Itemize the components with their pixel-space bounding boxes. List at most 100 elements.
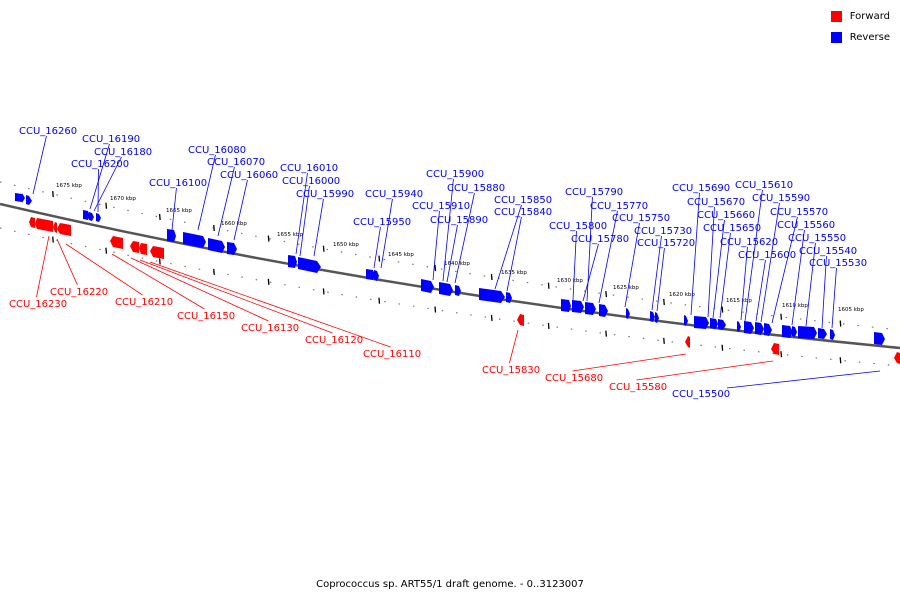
gene-glyph[interactable] bbox=[167, 229, 176, 242]
gene-label[interactable]: CCU_16210 bbox=[115, 297, 173, 308]
gene-label[interactable]: CCU_15560 bbox=[777, 220, 835, 231]
gene-glyph[interactable] bbox=[130, 241, 139, 253]
gene-glyph[interactable] bbox=[718, 319, 726, 330]
gene-label[interactable]: CCU_15780 bbox=[571, 234, 629, 245]
gene-label[interactable]: CCU_15600 bbox=[738, 250, 796, 261]
gene-label[interactable]: CCU_15840 bbox=[494, 207, 552, 218]
gene-label[interactable]: CCU_16200 bbox=[71, 159, 129, 170]
gene-glyph[interactable] bbox=[771, 343, 779, 355]
gene-label[interactable]: CCU_15580 bbox=[609, 382, 667, 393]
gene-glyph[interactable] bbox=[685, 336, 690, 348]
gene-glyph[interactable] bbox=[874, 332, 885, 345]
gene-label[interactable]: CCU_16070 bbox=[207, 157, 265, 168]
gene-glyph[interactable] bbox=[366, 269, 375, 280]
gene-glyph[interactable] bbox=[650, 311, 655, 322]
gene-glyph[interactable] bbox=[684, 315, 688, 326]
gene-glyph[interactable] bbox=[585, 302, 596, 315]
gene-label[interactable]: CCU_15880 bbox=[447, 183, 505, 194]
gene-label[interactable]: CCU_16120 bbox=[305, 335, 363, 346]
gene-glyph[interactable] bbox=[792, 326, 797, 337]
gene-label[interactable]: CCU_16180 bbox=[94, 147, 152, 158]
gene-label[interactable]: CCU_15500 bbox=[672, 389, 730, 400]
gene-glyph[interactable] bbox=[374, 270, 379, 281]
gene-glyph[interactable] bbox=[517, 314, 524, 326]
gene-glyph[interactable] bbox=[35, 218, 53, 232]
gene-glyph[interactable] bbox=[89, 212, 94, 221]
gene-label[interactable]: CCU_15800 bbox=[549, 221, 607, 232]
gene-label[interactable]: CCU_15620 bbox=[720, 237, 778, 248]
gene-glyph[interactable] bbox=[57, 223, 71, 236]
gene-label[interactable]: CCU_15950 bbox=[353, 217, 411, 228]
gene-label[interactable]: CCU_16100 bbox=[149, 178, 207, 189]
gene-label[interactable]: CCU_15830 bbox=[482, 365, 540, 376]
gene-label[interactable]: CCU_16130 bbox=[241, 323, 299, 334]
gene-label[interactable]: CCU_15730 bbox=[634, 226, 692, 237]
gene-glyph[interactable] bbox=[227, 242, 237, 255]
gene-glyph[interactable] bbox=[26, 195, 32, 205]
gene-label[interactable]: CCU_15550 bbox=[788, 233, 846, 244]
gene-glyph[interactable] bbox=[421, 279, 434, 293]
gene-glyph[interactable] bbox=[599, 304, 608, 317]
gene-label[interactable]: CCU_15690 bbox=[672, 183, 730, 194]
gene-label[interactable]: CCU_15590 bbox=[752, 193, 810, 204]
gene-label[interactable]: CCU_16190 bbox=[82, 134, 140, 145]
gene-glyph[interactable] bbox=[53, 222, 57, 233]
gene-label[interactable]: CCU_15530 bbox=[809, 258, 867, 269]
gene-glyph[interactable] bbox=[479, 288, 505, 303]
gene-glyph[interactable] bbox=[96, 213, 101, 222]
gene-glyph[interactable] bbox=[764, 323, 772, 336]
gene-glyph[interactable] bbox=[737, 321, 741, 332]
gene-label[interactable]: CCU_15850 bbox=[494, 195, 552, 206]
gene-label[interactable]: CCU_16220 bbox=[50, 287, 108, 298]
gene-glyph[interactable] bbox=[439, 282, 453, 296]
gene-label[interactable]: CCU_16150 bbox=[177, 311, 235, 322]
gene-label[interactable]: CCU_15650 bbox=[703, 223, 761, 234]
gene-glyph[interactable] bbox=[139, 243, 147, 255]
gene-glyph[interactable] bbox=[694, 316, 709, 329]
gene-glyph[interactable] bbox=[506, 292, 512, 303]
gene-glyph[interactable] bbox=[455, 285, 461, 296]
gene-label[interactable]: CCU_15790 bbox=[565, 187, 623, 198]
gene-label[interactable]: CCU_16260 bbox=[19, 126, 77, 137]
gene-label[interactable]: CCU_15540 bbox=[799, 246, 857, 257]
gene-glyph[interactable] bbox=[655, 312, 659, 323]
gene-label[interactable]: CCU_15660 bbox=[697, 210, 755, 221]
gene-glyph[interactable] bbox=[15, 193, 25, 203]
gene-label[interactable]: CCU_16000 bbox=[282, 176, 340, 187]
gene-glyph[interactable] bbox=[755, 322, 764, 335]
gene-label[interactable]: CCU_15720 bbox=[637, 238, 695, 249]
gene-glyph[interactable] bbox=[150, 246, 164, 259]
gene-glyph[interactable] bbox=[288, 255, 297, 268]
gene-glyph[interactable] bbox=[798, 326, 817, 339]
gene-label[interactable]: CCU_15680 bbox=[545, 373, 603, 384]
gene-label[interactable]: CCU_16060 bbox=[220, 170, 278, 181]
gene-glyph[interactable] bbox=[818, 328, 827, 339]
gene-glyph[interactable] bbox=[782, 325, 793, 338]
gene-glyph[interactable] bbox=[626, 308, 630, 319]
gene-label[interactable]: CCU_15610 bbox=[735, 180, 793, 191]
gene-label[interactable]: CCU_16230 bbox=[9, 299, 67, 310]
gene-glyph[interactable] bbox=[110, 236, 123, 249]
gene-glyph[interactable] bbox=[183, 232, 206, 248]
gene-glyph[interactable] bbox=[561, 299, 571, 312]
gene-glyph[interactable] bbox=[710, 318, 718, 329]
gene-label[interactable]: CCU_15890 bbox=[430, 215, 488, 226]
gene-label[interactable]: CCU_15670 bbox=[687, 197, 745, 208]
gene-glyph[interactable] bbox=[208, 238, 225, 253]
gene-glyph[interactable] bbox=[83, 210, 90, 220]
gene-label[interactable]: CCU_15750 bbox=[612, 213, 670, 224]
gene-label[interactable]: CCU_15940 bbox=[365, 189, 423, 200]
gene-label[interactable]: CCU_15910 bbox=[412, 201, 470, 212]
gene-label[interactable]: CCU_16110 bbox=[363, 349, 421, 360]
gene-glyph[interactable] bbox=[29, 217, 35, 228]
gene-glyph[interactable] bbox=[830, 329, 835, 340]
gene-glyph[interactable] bbox=[744, 321, 754, 334]
gene-label[interactable]: CCU_16080 bbox=[188, 145, 246, 156]
gene-glyph[interactable] bbox=[572, 300, 584, 313]
gene-label[interactable]: CCU_16010 bbox=[280, 163, 338, 174]
gene-glyph[interactable] bbox=[298, 257, 321, 273]
gene-label[interactable]: CCU_15990 bbox=[296, 189, 354, 200]
gene-glyph[interactable] bbox=[894, 352, 900, 364]
gene-label[interactable]: CCU_15900 bbox=[426, 169, 484, 180]
gene-label[interactable]: CCU_15770 bbox=[590, 201, 648, 212]
